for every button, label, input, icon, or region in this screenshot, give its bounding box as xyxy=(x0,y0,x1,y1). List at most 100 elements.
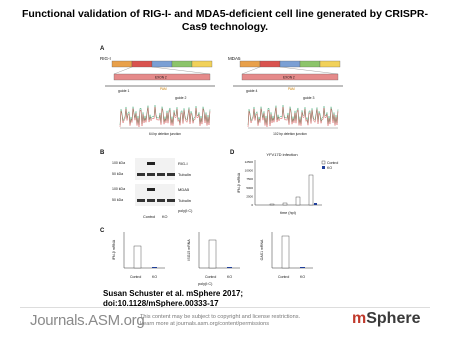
figure-text: guide 3 xyxy=(303,96,315,100)
figure-text: RIG-I xyxy=(178,161,188,166)
figure-text: 50 kDa xyxy=(112,172,123,176)
legend-swatch xyxy=(322,166,325,169)
figure-text: 0 xyxy=(251,203,253,207)
figure-text: OAS1 mRNA xyxy=(260,239,264,260)
figure-text: KO xyxy=(152,275,157,279)
citation: Susan Schuster et al. mSphere 2017; doi:… xyxy=(103,289,243,309)
figure-text: Control xyxy=(143,215,155,219)
domain-box xyxy=(239,60,261,68)
chromatogram xyxy=(247,107,339,128)
domain-box xyxy=(299,60,321,68)
blot xyxy=(135,158,175,180)
brand-prefix: m xyxy=(352,310,367,327)
band xyxy=(147,173,155,176)
figure-text: 2500 xyxy=(246,194,253,198)
blot xyxy=(135,184,175,206)
domain-box xyxy=(279,60,301,68)
figure-text: Control xyxy=(327,161,339,165)
figure-text: 50 kDa xyxy=(112,198,123,202)
figure-text: B xyxy=(100,150,105,156)
figure-text: time (hpi) xyxy=(280,211,297,215)
figure-text: 7500 xyxy=(246,177,253,181)
figure-text: RIG-I xyxy=(100,56,111,61)
bar xyxy=(282,202,288,206)
copyright-notice: This content may be subject to copyright… xyxy=(140,314,300,328)
chromatogram xyxy=(119,105,211,126)
bar xyxy=(308,174,314,206)
domain-box xyxy=(151,60,173,68)
figure-text: ISG15 mRNA xyxy=(187,239,191,261)
band xyxy=(167,173,175,176)
figure-text: 102 bp deletion junction xyxy=(273,132,307,136)
band xyxy=(137,173,145,176)
brand-name: Sphere xyxy=(366,310,421,327)
figure-text: poly(I:C) xyxy=(178,209,193,213)
permissions-link[interactable]: Learn more at journals.asm.org/content/p… xyxy=(140,321,270,327)
band xyxy=(157,199,165,202)
figure-text: 12500 xyxy=(245,160,254,164)
zoom-line xyxy=(113,66,133,75)
figure-text: 100 kDa xyxy=(112,187,125,191)
figure-text: 10000 xyxy=(245,169,254,173)
bar xyxy=(133,245,142,269)
figure-text: EXON 2 xyxy=(283,76,295,80)
figure-text: Control xyxy=(130,275,142,279)
figure-text: 64 bp deletion junction xyxy=(149,132,181,136)
figure-text: guide 4 xyxy=(246,89,258,93)
figure-text: Control xyxy=(278,275,290,279)
domain-box xyxy=(171,60,193,68)
legend-swatch xyxy=(321,160,326,165)
figure-text: KO xyxy=(327,166,332,170)
journal-logo[interactable]: Journals.ASM.org xyxy=(30,312,145,329)
bar xyxy=(227,267,232,268)
domain-box xyxy=(319,60,341,68)
bar xyxy=(152,267,157,268)
figure-text: IFN-β mRNA xyxy=(237,172,241,193)
figure-text: Tubulin xyxy=(178,172,191,177)
figure-text: PAM xyxy=(160,87,167,91)
band xyxy=(137,199,145,202)
figure-text: PAM xyxy=(288,87,295,91)
divider xyxy=(20,307,430,308)
chromatogram xyxy=(247,105,339,126)
domain-box xyxy=(131,60,153,68)
band xyxy=(147,199,155,202)
brand-logo: mSphere xyxy=(352,310,420,328)
notice-line: This content may be subject to copyright… xyxy=(140,314,301,320)
figure-text: A xyxy=(100,46,105,52)
figure-text: KO xyxy=(227,275,232,279)
band xyxy=(147,188,155,191)
bar xyxy=(208,239,217,269)
zoom-line xyxy=(241,66,261,75)
zoom-line xyxy=(151,66,211,75)
domain-box xyxy=(191,60,213,68)
figure-text: poly(I:C) xyxy=(198,282,213,286)
domain-box xyxy=(259,60,281,68)
figure-text: EXON 2 xyxy=(155,76,167,80)
figure-text: 5000 xyxy=(246,186,253,190)
figure-text: IFN-β mRNA xyxy=(112,239,116,260)
figure-text: 100 kDa xyxy=(112,161,125,165)
bar xyxy=(269,203,275,206)
figure-text: C xyxy=(100,228,105,234)
figure-text: KO xyxy=(162,215,168,219)
bar xyxy=(281,235,290,269)
figure-text: MDA5 xyxy=(178,187,190,192)
figure-text: guide 2 xyxy=(175,96,187,100)
figure-text: KO xyxy=(300,275,305,279)
bar xyxy=(314,203,317,205)
bar xyxy=(300,267,305,268)
figure-text: guide 1 xyxy=(118,89,130,93)
figure-text: MDA5 xyxy=(228,56,241,61)
domain-box xyxy=(111,60,133,68)
figure-text: Tubulin xyxy=(178,198,191,203)
slide-title: Functional validation of RIG-I- and MDA5… xyxy=(21,8,429,33)
bar xyxy=(295,196,301,206)
band xyxy=(157,173,165,176)
figure-text: YFV17D infection xyxy=(266,152,297,157)
zoom-line xyxy=(279,66,339,75)
citation-line: Susan Schuster et al. mSphere 2017; xyxy=(103,289,244,298)
chromatogram xyxy=(119,107,211,128)
